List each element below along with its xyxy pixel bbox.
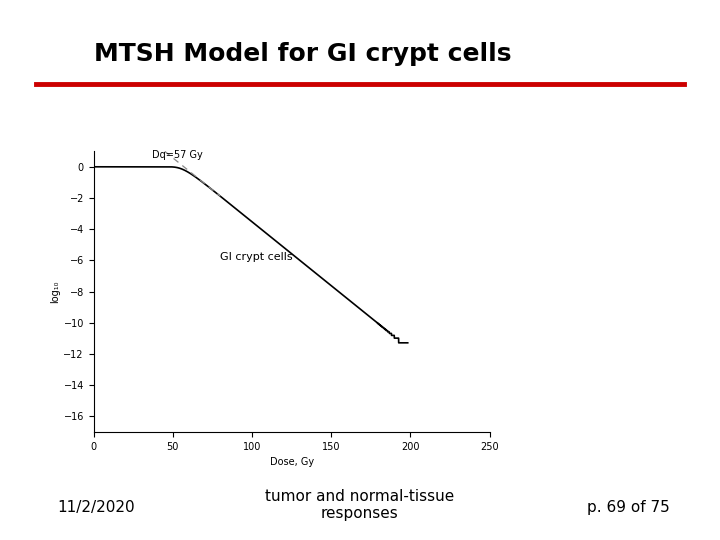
Y-axis label: log₁₀: log₁₀: [50, 280, 60, 303]
Text: Dq=57 Gy: Dq=57 Gy: [152, 150, 203, 160]
Text: MTSH Model for GI crypt cells: MTSH Model for GI crypt cells: [94, 42, 511, 66]
Text: GI crypt cells: GI crypt cells: [220, 252, 293, 262]
Text: p. 69 of 75: p. 69 of 75: [587, 500, 670, 515]
Text: 11/2/2020: 11/2/2020: [58, 500, 135, 515]
X-axis label: Dose, Gy: Dose, Gy: [269, 457, 314, 467]
Text: tumor and normal-tissue
responses: tumor and normal-tissue responses: [266, 489, 454, 521]
